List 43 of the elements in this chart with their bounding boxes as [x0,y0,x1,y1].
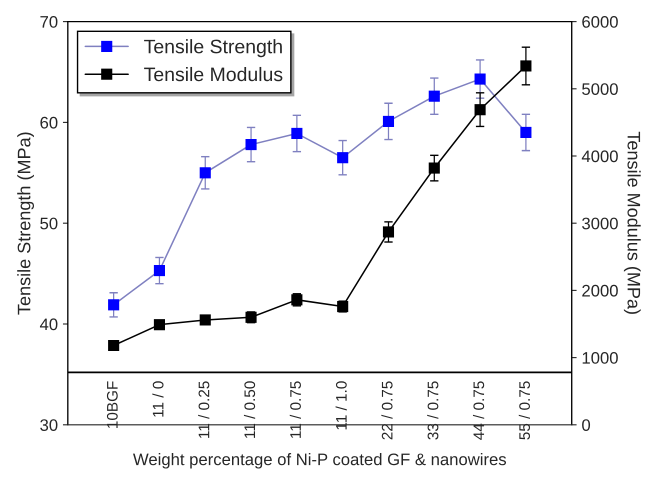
y2-tick-label: 4000 [582,150,618,162]
point [428,90,440,102]
x-axis-title: Weight percentage of Ni-P coated GF & nanowires [133,453,506,469]
x-tick-label: 11 / 0 [152,381,164,417]
x-tick-label: 11 / 1.0 [336,381,347,430]
point [200,314,211,326]
x-tick-label: 44 / 0.75 [472,381,484,440]
y2-axis-title: Tensile Modulus (MPa) [624,132,641,314]
point [337,152,348,164]
y2-tick-label: 0 [582,419,590,432]
y-tick-label: 40 [40,318,58,330]
point [474,74,486,85]
y-tick-label: 60 [40,116,58,129]
legend-label: Tensile Strength [144,39,282,58]
point [474,104,486,116]
legend-label: Tensile Modulus [144,66,282,82]
y-tick-label: 70 [40,16,58,28]
x-tick-label: 11 / 0.25 [198,381,210,438]
y2-tick-label: 2000 [582,284,618,297]
point [154,319,165,330]
x-tick-label: 11 / 0.75 [290,381,301,438]
point [291,128,302,140]
x-tick-label: 22 / 0.75 [381,381,393,440]
point [154,265,165,276]
y2-tick-label: 1000 [582,352,618,364]
x-tick-label: 11 / 0.50 [244,381,256,438]
y-tick-label: 30 [40,419,58,432]
x-tick-label: 55 / 0.75 [518,381,530,440]
point [382,116,394,127]
point [520,126,532,138]
point [108,340,120,352]
y2-tick-label: 5000 [582,83,618,96]
y-axis-title: Tensile Strength (MPa) [17,132,34,315]
x-tick-label: 10BGF [106,381,118,428]
point [108,299,120,310]
point [520,60,532,72]
point [428,162,440,174]
point [200,167,211,178]
point [382,226,394,238]
y2-tick-label: 6000 [582,16,618,28]
point [246,139,257,150]
y2-tick-label: 3000 [582,218,618,230]
y-tick-label: 50 [40,218,58,230]
